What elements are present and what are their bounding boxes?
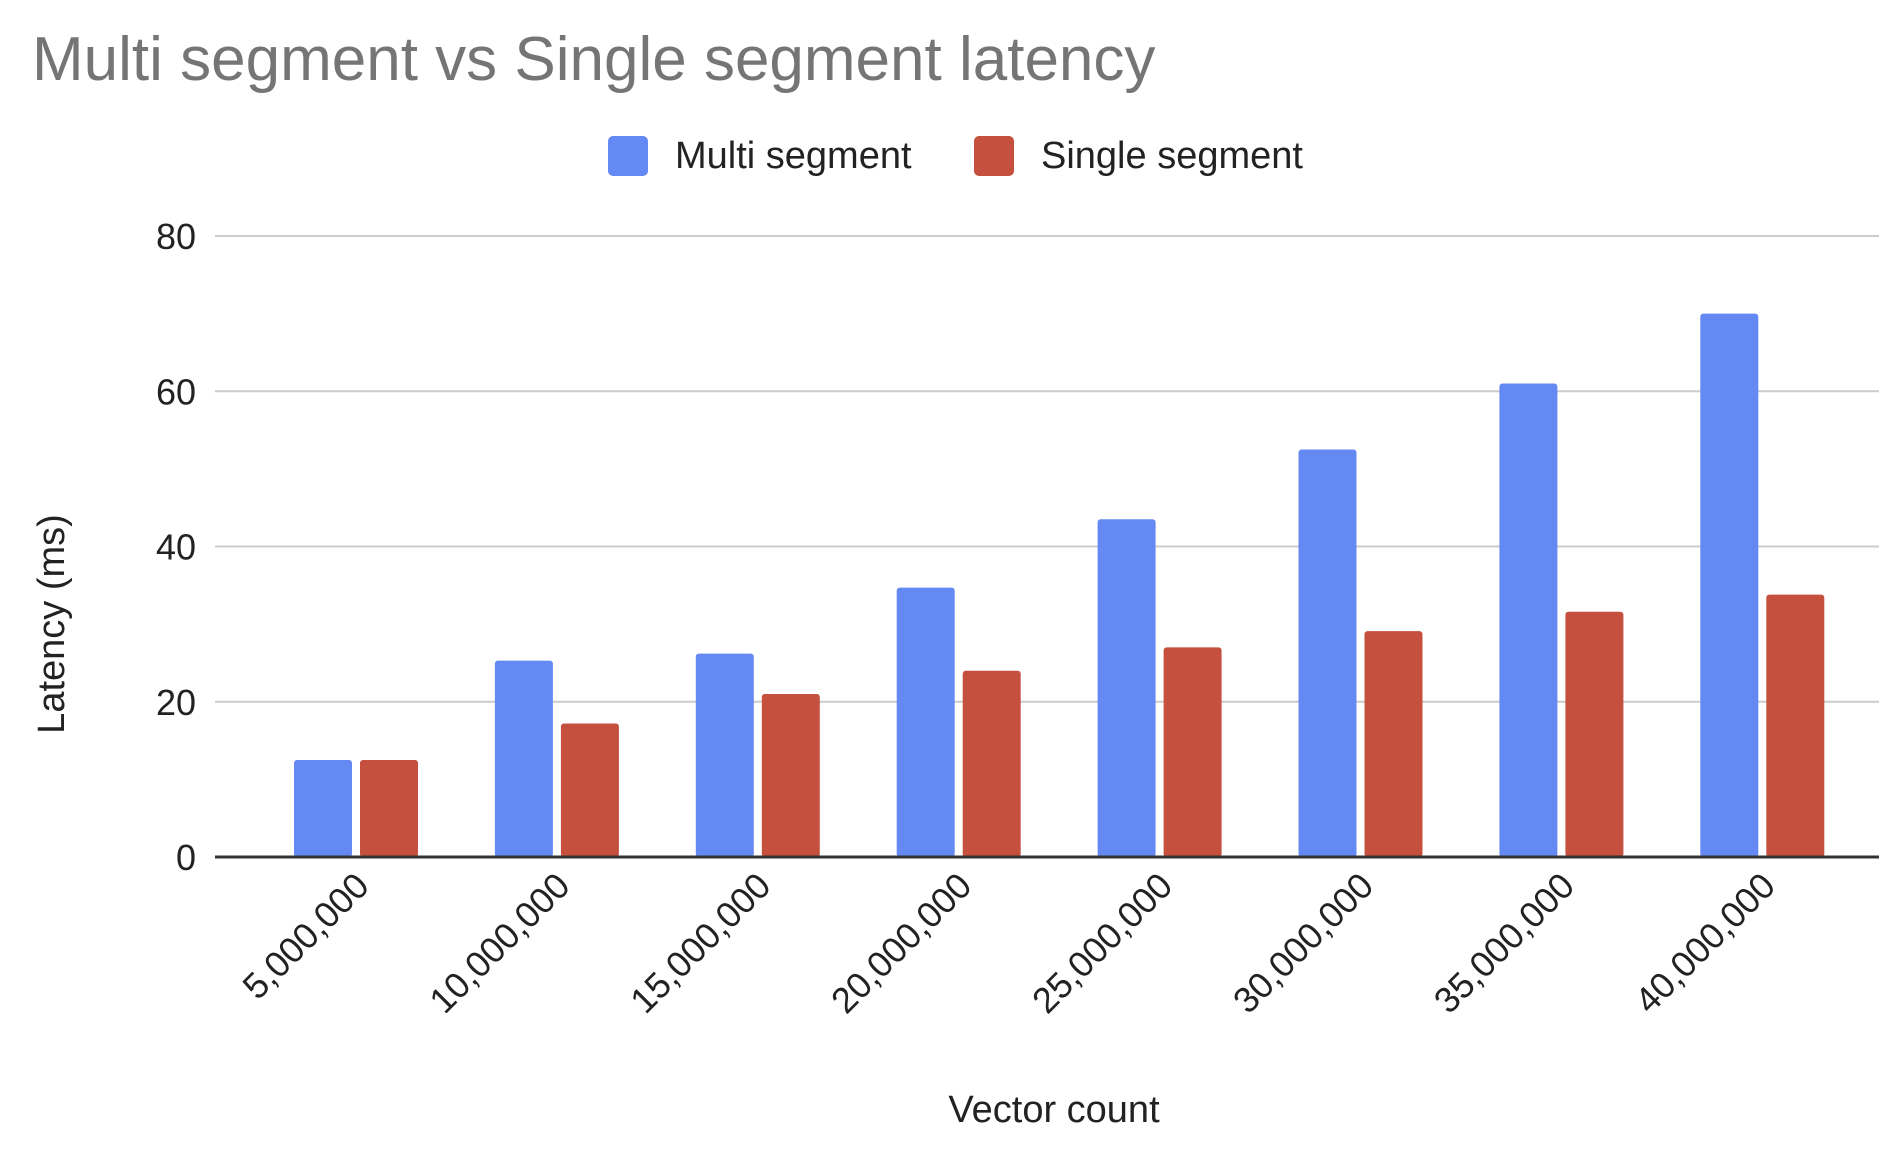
bar-single-segment-3 bbox=[761, 694, 820, 857]
x-tick-label: 25,000,000 bbox=[1024, 865, 1180, 1021]
bar-single-segment-1 bbox=[360, 760, 418, 857]
x-tick-label: 40,000,000 bbox=[1627, 865, 1783, 1021]
bar-single-segment-4 bbox=[962, 670, 1021, 857]
chart-title: Multi segment vs Single segment latency bbox=[32, 25, 1155, 94]
legend: Multi segment Single segment bbox=[608, 135, 1303, 177]
x-axis-ticks: 5,000,000 10,000,000 15,000,000 20,000,000 2… bbox=[234, 865, 1783, 1021]
bar-multi-segment-3 bbox=[695, 653, 754, 857]
bar-single-segment-5 bbox=[1163, 647, 1222, 857]
legend-label-single-segment: Single segment bbox=[1041, 135, 1303, 177]
x-tick-label: 10,000,000 bbox=[421, 865, 577, 1021]
y-tick-label: 0 bbox=[176, 837, 196, 878]
bar-multi-segment-2 bbox=[494, 660, 553, 857]
bar-single-segment-7 bbox=[1565, 611, 1624, 857]
bar-multi-segment-5 bbox=[1097, 519, 1156, 857]
y-tick-label: 40 bbox=[156, 527, 196, 568]
x-tick-label: 30,000,000 bbox=[1225, 865, 1381, 1021]
legend-swatch-multi-segment bbox=[608, 136, 648, 176]
x-tick-label: 15,000,000 bbox=[622, 865, 778, 1021]
legend-swatch-single-segment bbox=[974, 136, 1014, 176]
bar-single-segment-2 bbox=[560, 723, 619, 857]
bar-multi-segment-6 bbox=[1298, 449, 1357, 857]
x-tick-label: 5,000,000 bbox=[234, 865, 376, 1007]
bar-multi-segment-1 bbox=[294, 760, 352, 857]
bar-multi-segment-7 bbox=[1499, 383, 1558, 857]
bar-multi-segment-4 bbox=[896, 587, 955, 857]
x-tick-label: 20,000,000 bbox=[823, 865, 979, 1021]
x-axis-title: Vector count bbox=[948, 1089, 1160, 1131]
bar-single-segment-8 bbox=[1766, 594, 1825, 857]
y-tick-label: 80 bbox=[156, 216, 196, 257]
y-axis-ticks: 0 20 40 60 80 bbox=[156, 216, 196, 878]
bar-multi-segment-8 bbox=[1700, 313, 1759, 858]
legend-label-multi-segment: Multi segment bbox=[675, 135, 912, 177]
bar-single-segment-6 bbox=[1364, 631, 1423, 857]
gridlines bbox=[215, 235, 1879, 703]
y-axis-title: Latency (ms) bbox=[31, 514, 73, 734]
x-tick-label: 35,000,000 bbox=[1426, 865, 1582, 1021]
y-tick-label: 60 bbox=[156, 371, 196, 412]
y-tick-label: 20 bbox=[156, 682, 196, 723]
bars bbox=[294, 313, 1825, 858]
